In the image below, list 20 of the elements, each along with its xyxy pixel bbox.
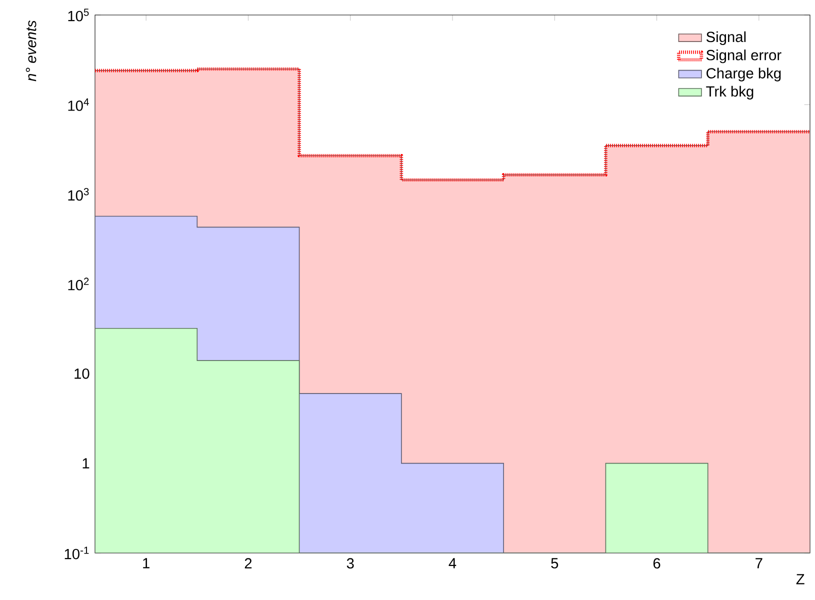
x-tick-label: 1 bbox=[143, 558, 150, 568]
y-tick-label: 10$^{3}$ bbox=[68, 188, 89, 201]
y-tick-label: 10 bbox=[74, 368, 90, 379]
x-tick-label: 4 bbox=[448, 558, 456, 568]
x-tick-label: 7 bbox=[756, 558, 762, 568]
legend-label: Signal bbox=[706, 31, 746, 46]
y-tick-label: 10$^{2}$ bbox=[68, 278, 89, 290]
y-tick-label: 10$^{4}$ bbox=[68, 98, 89, 111]
x-tick-label: 3 bbox=[346, 558, 354, 569]
x-axis-title: Z bbox=[796, 574, 804, 584]
legend-label: Signal error bbox=[706, 50, 782, 64]
y-tick-label: 10$^{-1}$ bbox=[64, 546, 89, 560]
y-tick-label: 1 bbox=[82, 458, 90, 468]
y-tick-label: 10$^{5}$ bbox=[68, 8, 89, 22]
x-tick-label: 6 bbox=[653, 558, 660, 569]
legend-label: Trk bkg bbox=[706, 86, 754, 100]
y-axis-title: n° events bbox=[26, 20, 36, 82]
x-tick-label: 2 bbox=[244, 558, 252, 568]
x-tick-label: 5 bbox=[551, 558, 558, 568]
legend-label: Charge bkg bbox=[706, 68, 781, 82]
